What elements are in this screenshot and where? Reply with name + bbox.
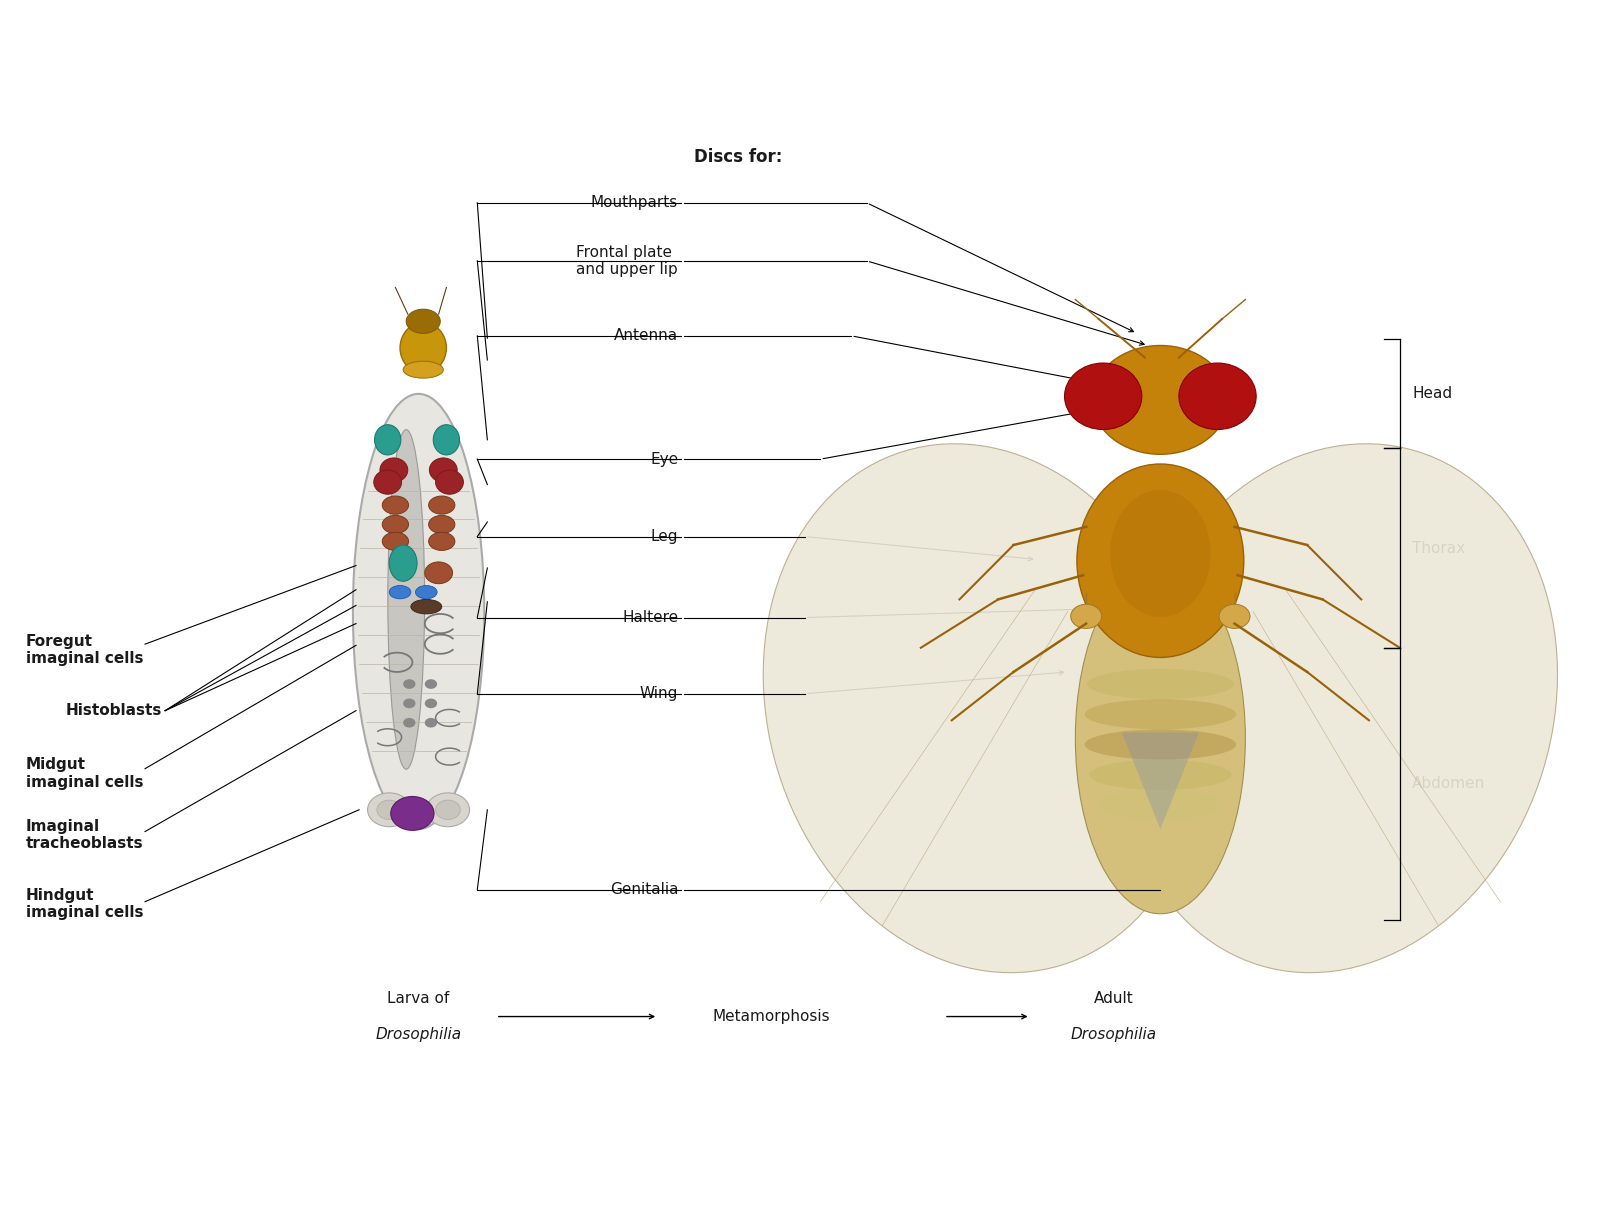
Ellipse shape	[1085, 700, 1237, 729]
Ellipse shape	[416, 586, 437, 599]
Ellipse shape	[400, 323, 446, 373]
Text: Drosophilia: Drosophilia	[376, 1027, 462, 1042]
Ellipse shape	[429, 532, 454, 550]
Ellipse shape	[382, 497, 408, 514]
Ellipse shape	[387, 429, 424, 769]
Ellipse shape	[1098, 790, 1224, 821]
Text: Antenna: Antenna	[614, 328, 678, 344]
Ellipse shape	[379, 457, 408, 482]
Text: Haltere: Haltere	[622, 610, 678, 625]
Text: Midgut
imaginal cells: Midgut imaginal cells	[26, 757, 144, 790]
Circle shape	[378, 800, 402, 819]
Circle shape	[424, 679, 437, 689]
Ellipse shape	[374, 424, 402, 455]
Circle shape	[403, 718, 416, 728]
Text: Hindgut
imaginal cells: Hindgut imaginal cells	[26, 888, 144, 920]
Text: Discs for:: Discs for:	[694, 148, 782, 166]
Circle shape	[1070, 604, 1102, 629]
Ellipse shape	[382, 532, 408, 550]
Ellipse shape	[1110, 490, 1211, 616]
Ellipse shape	[1077, 464, 1243, 658]
Polygon shape	[1122, 733, 1198, 829]
Text: Leg: Leg	[651, 530, 678, 544]
Ellipse shape	[403, 361, 443, 378]
Text: Foregut
imaginal cells: Foregut imaginal cells	[26, 634, 144, 667]
Ellipse shape	[374, 470, 402, 494]
Text: Drosophilia: Drosophilia	[1070, 1027, 1157, 1042]
Text: Adult: Adult	[1094, 991, 1134, 1005]
Text: Frontal plate
and upper lip: Frontal plate and upper lip	[576, 245, 678, 278]
Text: Histoblasts: Histoblasts	[66, 703, 162, 718]
Circle shape	[424, 561, 453, 583]
Circle shape	[403, 698, 416, 708]
Ellipse shape	[1179, 363, 1256, 429]
Circle shape	[424, 698, 437, 708]
Ellipse shape	[354, 394, 485, 829]
Text: Thorax: Thorax	[1413, 541, 1466, 555]
Text: Mouthparts: Mouthparts	[590, 196, 678, 210]
Ellipse shape	[411, 599, 442, 614]
Ellipse shape	[763, 444, 1202, 972]
Ellipse shape	[382, 515, 408, 533]
Text: Eye: Eye	[650, 451, 678, 467]
Text: Abdomen: Abdomen	[1413, 777, 1485, 791]
Ellipse shape	[389, 586, 411, 599]
Circle shape	[435, 800, 461, 819]
Text: Head: Head	[1413, 386, 1453, 401]
Text: Larva of: Larva of	[387, 991, 450, 1005]
Circle shape	[403, 679, 416, 689]
Circle shape	[1219, 604, 1250, 629]
Ellipse shape	[1118, 444, 1557, 972]
Ellipse shape	[406, 309, 440, 334]
Circle shape	[426, 793, 469, 827]
Ellipse shape	[1064, 363, 1142, 429]
Text: Genitalia: Genitalia	[610, 882, 678, 898]
Circle shape	[368, 793, 411, 827]
Ellipse shape	[1085, 729, 1237, 759]
Ellipse shape	[1090, 759, 1232, 790]
Ellipse shape	[390, 796, 434, 830]
Ellipse shape	[429, 457, 458, 482]
Circle shape	[424, 718, 437, 728]
Text: Imaginal
tracheoblasts: Imaginal tracheoblasts	[26, 819, 144, 851]
Text: Wing: Wing	[640, 686, 678, 701]
Ellipse shape	[429, 497, 454, 514]
Ellipse shape	[1086, 669, 1234, 700]
Ellipse shape	[435, 470, 464, 494]
Ellipse shape	[429, 515, 454, 533]
Ellipse shape	[434, 424, 459, 455]
Ellipse shape	[1075, 563, 1245, 914]
Ellipse shape	[1093, 345, 1229, 454]
Ellipse shape	[389, 545, 418, 581]
Text: Metamorphosis: Metamorphosis	[712, 1009, 830, 1024]
